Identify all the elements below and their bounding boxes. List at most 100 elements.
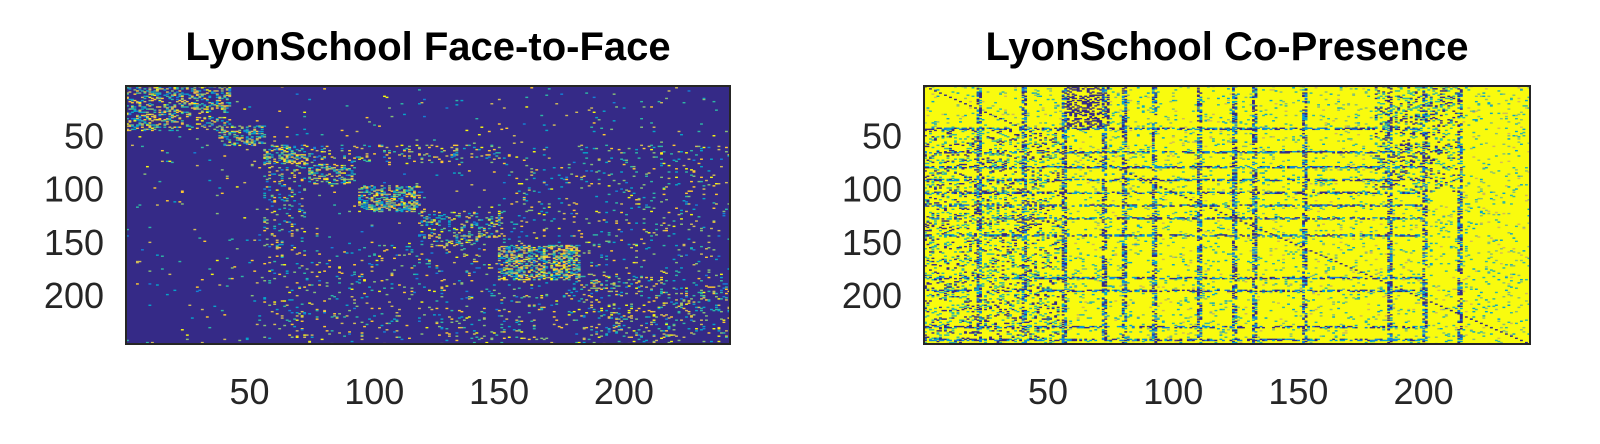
heatmap-cell [480,310,484,313]
heatmap-cell [595,289,599,292]
heatmap-cell [1106,98,1110,101]
heatmap-cell [1262,89,1265,91]
heatmap-cell [230,143,234,145]
heatmap-cell [1079,106,1083,108]
heatmap-cell [385,96,389,99]
heatmap-cell [390,115,394,118]
heatmap-cell [303,272,307,274]
heatmap-cell [1104,113,1108,116]
heatmap-cell [542,258,546,261]
heatmap-cell [577,273,581,276]
y-tick-label: 200 [44,275,104,316]
heatmap-cell [275,148,279,151]
heatmap-cell [570,274,574,277]
heatmap-cell [413,201,416,203]
heatmap-cell [1066,100,1070,103]
heatmap-cell [507,262,511,265]
heatmap-cell [1211,90,1215,92]
heatmap-cell [575,341,579,344]
heatmap-cell [418,222,421,224]
heatmap-cell [180,190,184,192]
heatmap-cell [260,126,264,128]
heatmap-cell [155,94,159,96]
heatmap-cell [218,95,222,98]
heatmap-cell [390,205,394,207]
heatmap-cell [690,248,693,250]
x-tick-label: 150 [469,371,529,412]
heatmap-cell [520,278,524,281]
heatmap-cell [413,193,416,196]
heatmap-cell [395,186,399,188]
heatmap-cell [655,234,658,236]
heatmap-cell [128,124,132,126]
heatmap-cell [190,88,194,90]
heatmap-cell [550,277,554,280]
heatmap-cell [303,115,307,118]
heatmap-cell [525,264,529,266]
heatmap-cell [130,106,134,108]
heatmap-cell [695,330,698,332]
heatmap-cell [140,106,144,108]
heatmap-cell [250,142,254,144]
heatmap-cell [575,264,579,266]
heatmap-cell [1382,93,1386,95]
heatmap-cell [315,235,319,237]
heatmap-cell [126,128,129,131]
heatmap-cell [1504,112,1508,115]
heatmap-cell [490,218,494,220]
heatmap-cell [293,169,297,171]
heatmap-cell [562,253,566,255]
heatmap-cell [1442,96,1446,99]
heatmap-cell [620,328,624,330]
heatmap-cell [567,260,571,263]
heatmap-cell [685,168,688,170]
heatmap-cell [370,196,374,199]
heatmap-cell [587,185,591,187]
heatmap-cell [298,287,302,289]
heatmap-cell [455,320,459,322]
heatmap-cell [620,152,624,154]
heatmap-cell [540,259,544,262]
heatmap-cell [607,185,611,187]
heatmap-cell [335,298,339,300]
heatmap-cell [475,336,479,338]
heatmap-cell [540,294,544,297]
heatmap-cell [170,129,174,132]
heatmap-cell [175,109,179,111]
heatmap-cell [290,189,294,191]
heatmap-cell [480,155,484,157]
heatmap-cell [971,95,975,98]
heatmap-cell [455,154,459,156]
heatmap-cell [445,239,449,241]
heatmap-cell [567,314,571,316]
heatmap-cell [1319,94,1323,96]
heatmap-cell [308,340,312,343]
heatmap-cell [537,245,541,248]
heatmap-cell [457,317,461,319]
heatmap-cell [155,89,159,91]
heatmap-cell [460,235,464,237]
heatmap-cell [507,245,511,248]
heatmap-cell [695,309,698,312]
heatmap-cell [280,256,284,258]
heatmap-cell [490,331,494,333]
heatmap-cell [660,290,663,293]
heatmap-cell [175,96,179,99]
heatmap-cell [1459,94,1463,96]
heatmap-cell [712,249,716,251]
heatmap-cell [1414,91,1418,93]
heatmap-cell [375,191,379,193]
heatmap-cell [1272,89,1275,91]
heatmap-cell [492,284,496,286]
heatmap-cell [520,254,524,256]
heatmap-cell [248,125,252,127]
heatmap-cell [1039,95,1043,98]
heatmap-cell [1259,110,1263,112]
heatmap-cell [268,186,272,188]
heatmap-cell [717,304,721,306]
heatmap-cell [395,187,399,189]
heatmap-cell [1124,95,1128,98]
heatmap-cell [1096,92,1100,94]
heatmap-cell [542,251,546,253]
heatmap-cell [565,273,569,276]
